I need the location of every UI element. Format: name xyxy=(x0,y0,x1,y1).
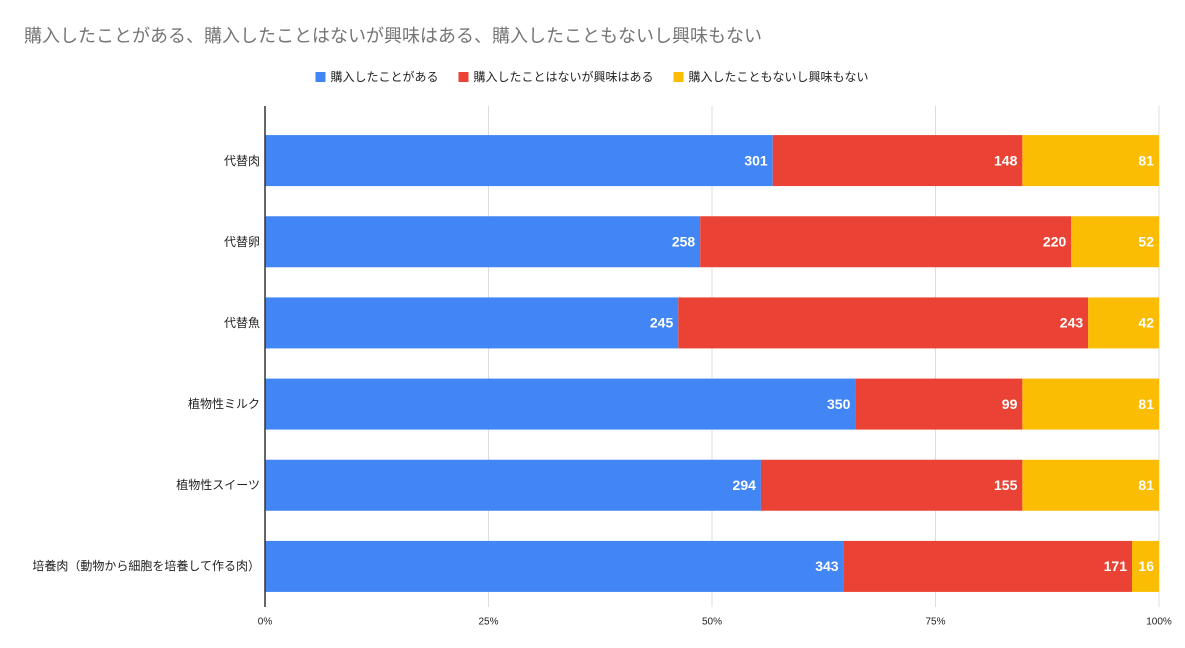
bar-segment xyxy=(265,540,844,592)
bar-segment xyxy=(265,135,773,187)
bar-segment xyxy=(1071,216,1159,268)
data-label: 148 xyxy=(994,152,1018,168)
legend-swatch xyxy=(315,72,326,82)
y-tick-label: 培養肉（動物から細胞を培養して作る肉） xyxy=(32,559,260,574)
data-label: 42 xyxy=(1138,315,1154,331)
y-tick-label: 代替卵 xyxy=(223,234,260,249)
data-label: 171 xyxy=(1104,558,1128,574)
data-label: 52 xyxy=(1138,233,1154,249)
bar-segment xyxy=(772,135,1023,187)
bar-segment xyxy=(265,378,856,430)
bar-segment xyxy=(1132,540,1159,592)
legend-swatch xyxy=(673,72,684,82)
bar-segment xyxy=(678,297,1089,349)
data-label: 16 xyxy=(1138,558,1154,574)
data-label: 155 xyxy=(994,477,1018,493)
bar-segment xyxy=(265,297,679,349)
bar-segment xyxy=(265,216,701,268)
data-label: 81 xyxy=(1138,152,1154,168)
bar-segment xyxy=(265,459,761,511)
data-label: 243 xyxy=(1060,315,1084,331)
x-tick-label: 50% xyxy=(702,617,722,628)
x-tick-label: 100% xyxy=(1146,617,1172,628)
data-label: 220 xyxy=(1043,233,1067,249)
bar-segment xyxy=(700,216,1072,268)
data-label: 343 xyxy=(815,558,839,574)
data-label: 245 xyxy=(650,315,674,331)
data-label: 99 xyxy=(1002,396,1018,412)
y-tick-label: 植物性ミルク xyxy=(187,397,260,412)
bar-segment xyxy=(1022,459,1159,511)
y-tick-label: 植物性スイーツ xyxy=(176,478,260,493)
data-label: 258 xyxy=(672,233,696,249)
bar-segment xyxy=(855,378,1023,430)
legend-label: 購入したことがある xyxy=(330,69,438,84)
legend-swatch xyxy=(458,72,469,82)
data-label: 81 xyxy=(1138,396,1154,412)
y-tick-label: 代替魚 xyxy=(223,315,260,330)
data-label: 294 xyxy=(733,477,757,493)
bar-segment xyxy=(1022,378,1159,430)
data-label: 350 xyxy=(827,396,851,412)
legend-label: 購入したことはないが興味はある xyxy=(473,69,653,84)
bar-segment xyxy=(760,459,1023,511)
bar-segment xyxy=(1022,135,1159,187)
data-label: 81 xyxy=(1138,477,1154,493)
data-label: 301 xyxy=(744,152,768,168)
x-tick-label: 0% xyxy=(258,617,273,628)
legend-label: 購入したこともないし興味もない xyxy=(689,70,869,84)
bar-segment xyxy=(843,540,1133,592)
x-tick-label: 75% xyxy=(925,617,945,628)
x-tick-label: 25% xyxy=(478,617,498,628)
y-tick-label: 代替肉 xyxy=(223,153,260,168)
bar-segment xyxy=(1088,297,1159,349)
chart-title: 購入したことがある、購入したことはないが興味はある、購入したこともないし興味もな… xyxy=(24,26,762,46)
